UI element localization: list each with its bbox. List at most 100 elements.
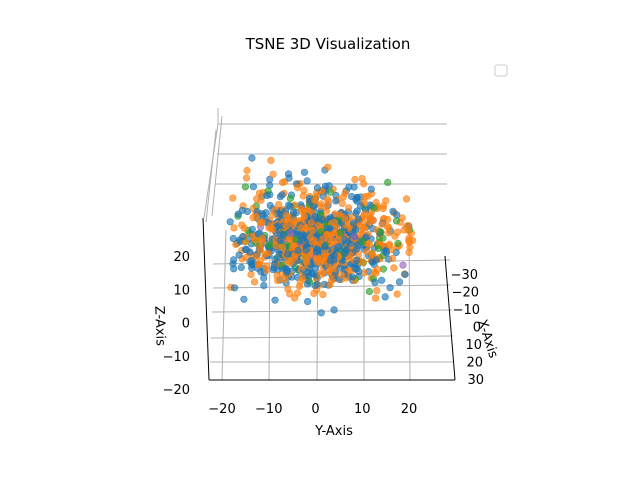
scatter-point — [404, 222, 412, 230]
scatter-point — [392, 217, 401, 225]
scatter-point — [296, 231, 304, 239]
scatter-point — [310, 202, 318, 210]
scatter-point — [260, 274, 268, 282]
scatter-point — [302, 246, 310, 254]
scatter-point — [324, 198, 333, 206]
scatter-point — [279, 231, 288, 239]
scatter-point — [255, 260, 263, 268]
scatter-point — [336, 264, 344, 272]
scatter-point — [381, 293, 389, 301]
scatter-point — [252, 213, 260, 221]
scatter-point — [317, 271, 325, 279]
x-tick-label: 0 — [473, 321, 481, 336]
scatter-point — [281, 275, 289, 284]
scatter-point — [300, 168, 309, 176]
scatter-point — [359, 238, 367, 246]
scatter-point — [303, 258, 311, 266]
scatter-point — [303, 177, 311, 185]
scatter-point — [270, 260, 279, 269]
scatter-point — [289, 209, 298, 217]
y-tick-label: 0 — [311, 402, 319, 417]
scatter-point — [341, 215, 349, 223]
scatter-point — [398, 214, 406, 222]
scatter-point — [399, 261, 407, 269]
x-tick-label: −20 — [452, 286, 479, 301]
y-tick-label: −20 — [208, 402, 235, 417]
scatter-point — [370, 204, 378, 212]
scatter-point — [317, 309, 325, 317]
scatter-point — [345, 183, 353, 191]
scatter-point — [265, 241, 274, 249]
y-axis-label: Y-Axis — [314, 424, 353, 439]
scatter-point — [313, 184, 322, 192]
scatter-point — [313, 245, 321, 253]
scatter-point — [324, 163, 332, 171]
scatter-point — [337, 271, 346, 279]
scatter-point — [242, 174, 251, 182]
scatter-point — [235, 251, 243, 259]
scatter-point — [318, 216, 327, 224]
scatter-point — [360, 210, 369, 218]
scatter-point — [289, 220, 297, 228]
scatter-point — [314, 221, 323, 229]
y-tick-label: −10 — [255, 402, 282, 417]
scatter-point — [279, 243, 287, 252]
scatter-point — [386, 284, 394, 292]
scatter-point — [293, 184, 302, 192]
scatter-point — [384, 178, 392, 186]
scatter-point — [243, 166, 251, 175]
scatter-point — [311, 213, 319, 221]
scatter-point — [321, 243, 329, 251]
scatter-point — [286, 202, 294, 210]
scatter-point — [352, 209, 360, 217]
scatter-point — [229, 194, 237, 202]
scatter-point — [358, 175, 366, 183]
scatter-point — [359, 258, 367, 266]
scatter-point — [294, 246, 302, 255]
axis-ticks: −20 −10 0 10 20 −20 −10 0 10 20 −30 −20 −10 0 10 20 30 — [163, 250, 484, 417]
scatter-point — [256, 219, 265, 227]
scatter-point — [258, 234, 266, 242]
scatter-point — [332, 197, 340, 205]
scatter-point — [357, 202, 365, 210]
scatter-point — [248, 154, 256, 162]
scatter-point — [327, 188, 335, 196]
scatter-point — [405, 248, 413, 256]
scatter-point — [286, 194, 295, 203]
scatter-point — [303, 280, 312, 288]
scatter-point — [393, 211, 401, 219]
scatter-point — [269, 211, 277, 219]
x-tick-label: −30 — [451, 268, 478, 283]
x-tick-label: 30 — [467, 373, 484, 388]
scatter-point — [237, 263, 245, 272]
scatter-point — [284, 285, 292, 293]
chart-title: TSNE 3D Visualization — [245, 35, 411, 53]
scatter-point — [282, 211, 290, 219]
scatter-point — [229, 234, 237, 243]
scatter-point — [349, 219, 358, 227]
scatter-point — [345, 204, 353, 212]
z-tick-label: 0 — [182, 317, 190, 332]
scatter-point — [353, 256, 361, 264]
scatter-point — [365, 287, 374, 296]
scatter-point — [226, 218, 234, 226]
scatter-point — [250, 278, 259, 286]
scatter-point — [330, 265, 338, 273]
scatter-point — [371, 278, 379, 287]
scatter-point — [367, 185, 375, 193]
scatter-point — [337, 229, 345, 237]
axes-lines — [202, 217, 456, 381]
scatter-point — [248, 260, 256, 268]
z-tick-label: 10 — [173, 283, 190, 298]
scatter-point — [247, 270, 255, 279]
scatter-point — [273, 272, 281, 280]
scatter-point — [393, 290, 401, 298]
scatter-point — [319, 257, 328, 265]
scatter-point — [284, 250, 292, 258]
scatter-point — [267, 156, 275, 164]
scatter-point — [353, 194, 361, 202]
scatter-point — [372, 294, 380, 302]
scatter-point — [378, 276, 386, 284]
scatter-point — [394, 239, 402, 247]
